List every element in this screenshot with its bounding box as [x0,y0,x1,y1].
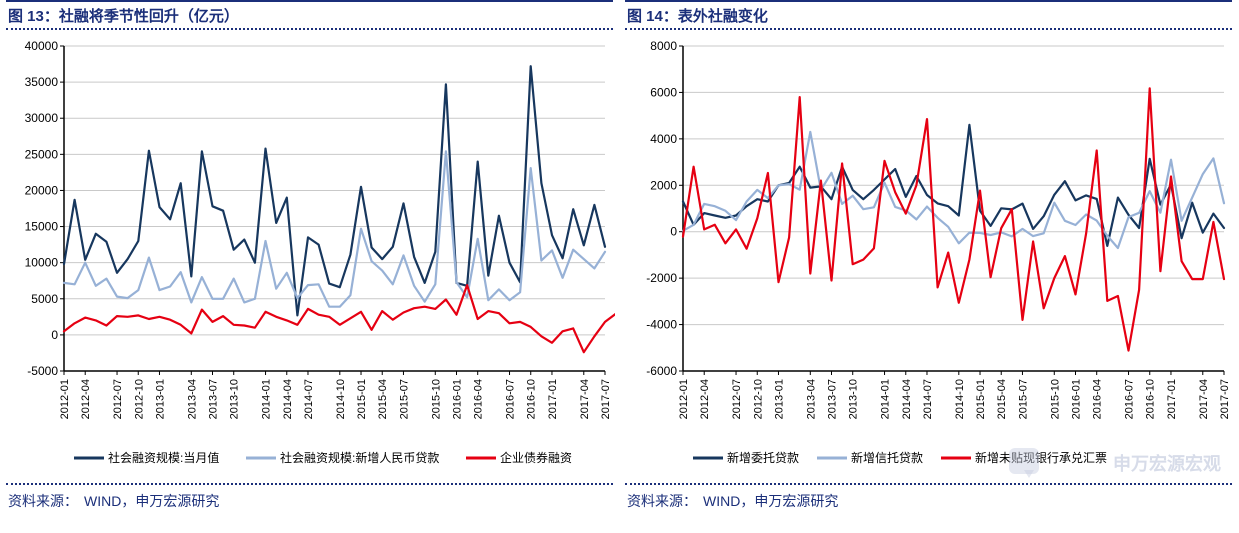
svg-text:2017-04: 2017-04 [579,379,591,419]
left-title-bar: 图 13：社融将季节性回升（亿元） [6,0,613,30]
left-title-text: 图 13：社融将季节性回升（亿元） [6,1,241,30]
svg-text:25000: 25000 [25,147,59,161]
svg-text:35000: 35000 [25,75,59,89]
svg-text:0: 0 [51,328,58,342]
svg-text:2015-04: 2015-04 [996,379,1008,419]
svg-text:2014-01: 2014-01 [261,379,273,419]
svg-text:2015-07: 2015-07 [398,379,410,419]
svg-text:2000: 2000 [650,178,677,192]
svg-text:2016-10: 2016-10 [526,379,538,419]
svg-text:2015-10: 2015-10 [430,379,442,419]
figure-container: 图 13：社融将季节性回升（亿元） -5000 0 5000 10000 15000 20… [0,0,1239,517]
svg-text:6000: 6000 [650,85,677,99]
svg-text:2016-04: 2016-04 [473,379,485,419]
svg-text:2014-04: 2014-04 [282,379,294,419]
svg-text:20000: 20000 [25,183,59,197]
svg-text:2012-01: 2012-01 [59,379,71,419]
svg-text:-4000: -4000 [646,318,677,332]
svg-text:2017-01: 2017-01 [1166,379,1178,419]
svg-text:2013-07: 2013-07 [827,379,839,419]
right-chart-wrap: -6000 -4000 -2000 0 2000 4000 6000 8000 2012-01 2… [625,30,1232,483]
svg-text:-5000: -5000 [27,364,58,378]
svg-text:8000: 8000 [650,39,677,53]
svg-text:-6000: -6000 [646,364,677,378]
svg-text:2016-07: 2016-07 [1124,379,1136,419]
svg-text:2014-10: 2014-10 [335,379,347,419]
svg-text:2017-07: 2017-07 [1219,379,1231,419]
svg-text:新增委托贷款: 新增委托贷款 [727,450,799,465]
svg-text:40000: 40000 [25,39,59,53]
right-panel: 图 14：表外社融变化 -6000 -4000 -2000 0 2000 4000 6000… [619,0,1238,517]
right-title-text: 图 14：表外社融变化 [625,1,770,30]
svg-text:2015-07: 2015-07 [1017,379,1029,419]
svg-text:2015-10: 2015-10 [1049,379,1061,419]
svg-text:2013-04: 2013-04 [805,379,817,419]
right-title-bar: 图 14：表外社融变化 [625,0,1232,30]
svg-text:-2000: -2000 [646,271,677,285]
svg-text:5000: 5000 [31,292,58,306]
svg-text:企业债券融资: 企业债券融资 [500,450,572,465]
svg-text:2013-10: 2013-10 [848,379,860,419]
svg-text:2016-01: 2016-01 [451,379,463,419]
svg-text:2012-07: 2012-07 [731,379,743,419]
svg-text:2013-01: 2013-01 [773,379,785,419]
right-source-row: 资料来源： WIND，申万宏源研究 [625,483,1232,517]
svg-text:30000: 30000 [25,111,59,125]
svg-text:2014-07: 2014-07 [303,379,315,419]
svg-text:10000: 10000 [25,256,59,270]
svg-text:2012-10: 2012-10 [752,379,764,419]
svg-text:新增信托贷款: 新增信托贷款 [851,450,923,465]
svg-text:2015-04: 2015-04 [377,379,389,419]
svg-text:2015-01: 2015-01 [356,379,368,419]
right-source-value: WIND，申万宏源研究 [703,491,838,511]
svg-text:2012-07: 2012-07 [112,379,124,419]
svg-text:2016-10: 2016-10 [1145,379,1157,419]
svg-text:2013-07: 2013-07 [208,379,220,419]
svg-text:新增未贴现银行承兑汇票: 新增未贴现银行承兑汇票 [975,450,1107,465]
svg-text:2017-04: 2017-04 [1198,379,1210,419]
svg-text:2013-01: 2013-01 [154,379,166,419]
svg-text:2012-04: 2012-04 [699,379,711,419]
left-chart-wrap: -5000 0 5000 10000 15000 20000 25000 30000 35000… [6,30,613,483]
right-source-label: 资料来源： [627,491,697,511]
svg-text:社会融资规模:新增人民币贷款: 社会融资规模:新增人民币贷款 [280,450,439,465]
svg-text:社会融资规模:当月值: 社会融资规模:当月值 [108,450,219,465]
svg-text:2017-01: 2017-01 [547,379,559,419]
left-source-label: 资料来源： [8,491,78,511]
left-source-row: 资料来源： WIND，申万宏源研究 [6,483,613,517]
svg-text:0: 0 [670,225,677,239]
svg-text:2012-04: 2012-04 [80,379,92,419]
svg-text:2012-10: 2012-10 [133,379,145,419]
svg-text:2017-07: 2017-07 [600,379,612,419]
left-source-value: WIND，申万宏源研究 [84,491,219,511]
left-chart: -5000 0 5000 10000 15000 20000 25000 30000 35000… [8,36,615,476]
svg-text:2014-04: 2014-04 [901,379,913,419]
svg-text:2016-07: 2016-07 [505,379,517,419]
chart-pair-figure: 图 13：社融将季节性回升（亿元） -5000 0 5000 10000 15000 20… [0,0,1239,517]
svg-text:2013-04: 2013-04 [186,379,198,419]
right-chart: -6000 -4000 -2000 0 2000 4000 6000 8000 2012-01 2… [627,36,1234,476]
svg-text:2015-01: 2015-01 [975,379,987,419]
svg-text:2013-10: 2013-10 [229,379,241,419]
svg-text:15000: 15000 [25,220,59,234]
svg-text:2016-04: 2016-04 [1092,379,1104,419]
svg-text:2014-01: 2014-01 [880,379,892,419]
svg-text:2016-01: 2016-01 [1070,379,1082,419]
svg-text:2014-07: 2014-07 [922,379,934,419]
left-panel: 图 13：社融将季节性回升（亿元） -5000 0 5000 10000 15000 20… [0,0,619,517]
svg-text:4000: 4000 [650,132,677,146]
svg-text:2014-10: 2014-10 [954,379,966,419]
svg-text:2012-01: 2012-01 [678,379,690,419]
